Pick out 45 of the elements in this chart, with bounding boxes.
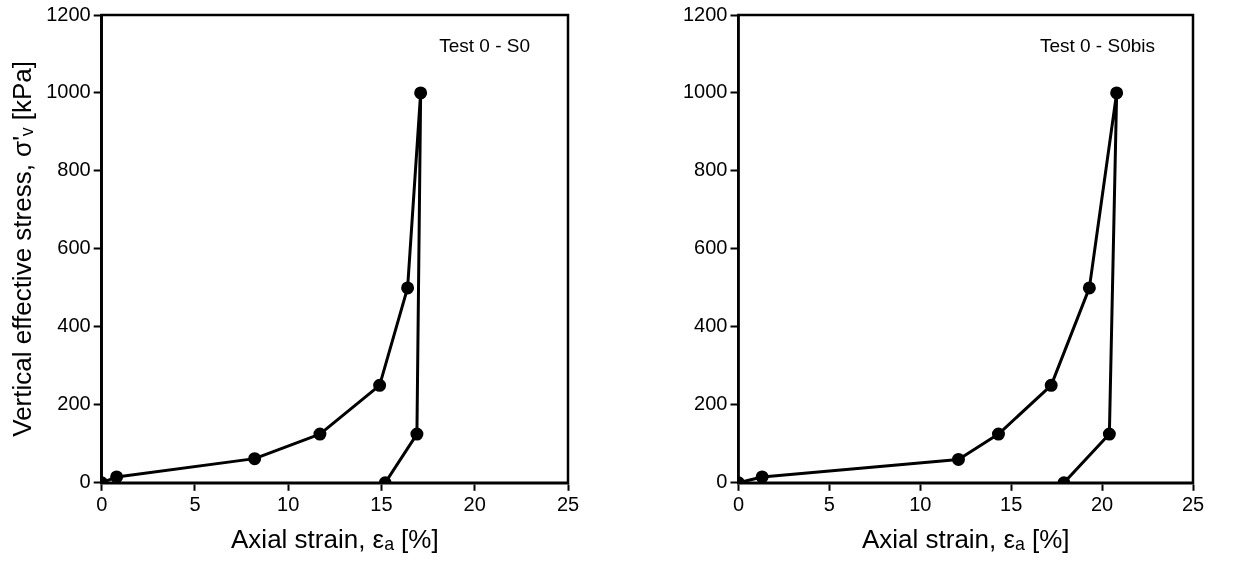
- annotation: Test 0 - S0bis: [1039, 34, 1155, 56]
- y-tick-label: 1200: [46, 2, 91, 25]
- x-tick-label: 10: [277, 493, 300, 516]
- y-tick-label: 200: [694, 392, 728, 415]
- point: [248, 452, 262, 466]
- x-tick-label: 5: [189, 493, 201, 516]
- y-tick-label: 800: [57, 158, 91, 181]
- y-tick-label: 800: [694, 158, 728, 181]
- annotation: Test 0 - S0: [439, 34, 530, 56]
- x-tick-label: 25: [556, 493, 580, 516]
- point: [1110, 86, 1124, 100]
- y-tick-label: 200: [57, 392, 91, 415]
- x-tick-label: 20: [1090, 493, 1114, 516]
- x-tick-label: 15: [370, 493, 393, 516]
- point: [373, 378, 387, 392]
- point: [991, 427, 1005, 441]
- x-tick-label: 0: [96, 493, 108, 516]
- x-axis-title: Axial strain, εₐ [%]: [231, 523, 439, 554]
- point: [110, 470, 124, 483]
- x-tick-label: 25: [1181, 493, 1205, 516]
- x-tick-label: 20: [463, 493, 486, 516]
- y-tick-label: 1200: [682, 2, 728, 25]
- point: [313, 427, 327, 441]
- y-tick-label: 600: [694, 236, 728, 259]
- point: [1082, 281, 1096, 295]
- point: [755, 470, 769, 483]
- x-tick-label: 0: [732, 493, 745, 516]
- y-tick-label: 0: [79, 470, 91, 493]
- point: [410, 427, 424, 441]
- x-tick-label: 10: [909, 493, 932, 516]
- point: [1044, 378, 1058, 392]
- y-tick-label: 400: [57, 314, 91, 337]
- y-tick-label: 400: [694, 314, 728, 337]
- x-axis-title: Axial strain, εₐ [%]: [861, 523, 1070, 554]
- point: [401, 281, 415, 295]
- y-axis-title: Vertical effective stress, σ'ᵥ [kPa]: [6, 61, 37, 437]
- point: [1102, 427, 1116, 441]
- y-tick-label: 1000: [682, 80, 728, 103]
- point: [414, 86, 428, 100]
- x-tick-label: 15: [1000, 493, 1023, 516]
- point: [951, 452, 965, 466]
- y-tick-label: 600: [57, 236, 91, 259]
- y-tick-label: 0: [716, 470, 728, 493]
- y-tick-label: 1000: [46, 80, 91, 103]
- x-tick-label: 5: [823, 493, 835, 516]
